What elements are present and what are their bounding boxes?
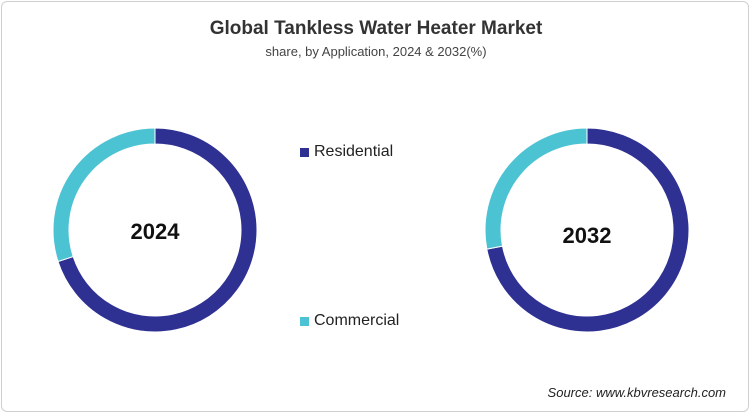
donut-2024 (52, 127, 258, 333)
donut-2024-slice-commercial (52, 127, 156, 263)
legend-swatch-residential (300, 147, 309, 157)
chart-title: Global Tankless Water Heater Market (209, 18, 543, 39)
legend-label-residential: Residential (314, 143, 394, 160)
legend-swatch-commercial (300, 316, 309, 326)
donut-2032-center-label: 2032 (562, 223, 612, 248)
legend-label-commercial: Commercial (314, 312, 400, 329)
donut-2024-center-label: 2024 (130, 219, 180, 244)
donut-2032-slice-commercial (484, 127, 588, 250)
donut-2032 (484, 127, 690, 333)
legend-item-residential: Residential (300, 143, 393, 161)
donut-2024-slice-residential (57, 127, 258, 333)
legend-item-commercial: Commercial (300, 312, 399, 330)
source-note: Source: www.kbvresearch.com (547, 385, 726, 400)
chart-subtitle: share, by Application, 2024 & 2032(%) (265, 44, 487, 59)
